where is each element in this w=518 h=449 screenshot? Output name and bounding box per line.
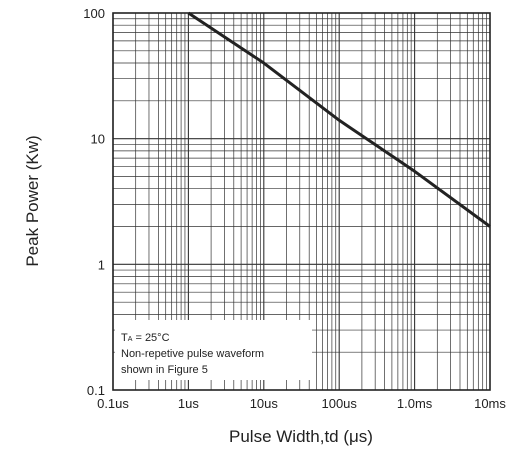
y-tick-labels: 0.1 1 10 100 <box>83 6 105 398</box>
x-tick-label: 1.0ms <box>397 396 433 411</box>
annotation-line-2: Non-repetive pulse waveform <box>121 348 264 360</box>
x-tick-labels: 0.1us 1us 10us 100us 1.0ms 10ms <box>97 396 506 411</box>
x-tick-label: 1us <box>178 396 199 411</box>
series-line <box>187 11 491 228</box>
x-tick-label: 10us <box>250 396 279 411</box>
y-tick-label: 10 <box>91 132 105 147</box>
x-axis-title: Pulse Width,td (μs) <box>229 427 373 446</box>
y-tick-label: 0.1 <box>87 383 105 398</box>
x-tick-label: 10ms <box>474 396 506 411</box>
plot-frame <box>112 12 491 391</box>
y-tick-label: 1 <box>98 257 105 272</box>
x-tick-label: 100us <box>321 396 357 411</box>
annotation-box <box>115 320 312 380</box>
y-axis-title: Peak Power (Kw) <box>23 135 42 266</box>
x-tick-label: 0.1us <box>97 396 129 411</box>
annotation-condition: TA = 25°C <box>121 332 170 344</box>
annotation-line-3: shown in Figure 5 <box>121 364 208 376</box>
y-tick-label: 100 <box>83 6 105 21</box>
series-group <box>187 11 491 228</box>
